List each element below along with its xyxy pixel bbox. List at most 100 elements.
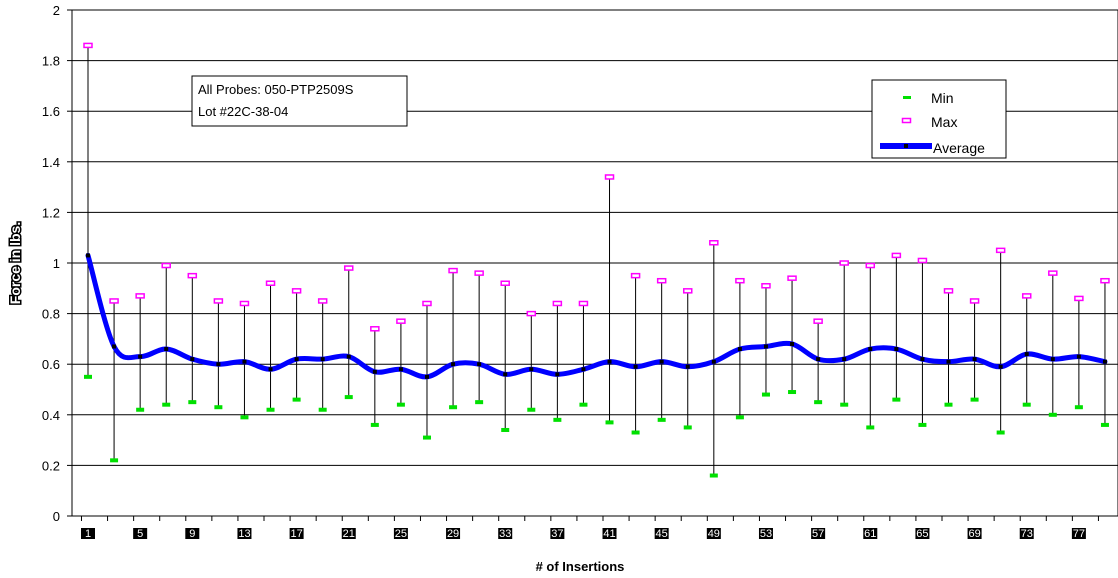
x-tick-label: 21 bbox=[343, 528, 355, 540]
legend: Min Max Average bbox=[871, 79, 1007, 159]
min-marker bbox=[761, 392, 770, 397]
min-marker bbox=[266, 407, 275, 412]
max-marker bbox=[396, 318, 406, 324]
x-axis-title: # of Insertions bbox=[536, 559, 625, 574]
x-tick-label: 45 bbox=[656, 528, 668, 540]
average-point bbox=[790, 341, 795, 346]
min-marker bbox=[735, 415, 744, 420]
min-marker bbox=[788, 390, 797, 395]
max-marker bbox=[787, 275, 797, 281]
y-tick-label: 0.6 bbox=[42, 357, 60, 372]
max-marker bbox=[709, 240, 719, 246]
x-tick-label-bg bbox=[393, 528, 408, 539]
average-point bbox=[164, 347, 169, 352]
average-point bbox=[372, 369, 377, 374]
x-tick-label: 69 bbox=[968, 528, 980, 540]
max-marker bbox=[448, 267, 458, 274]
max-marker bbox=[839, 260, 849, 266]
max-marker bbox=[109, 298, 119, 304]
max-marker bbox=[422, 300, 432, 307]
max-marker bbox=[891, 252, 902, 259]
max-marker bbox=[1021, 293, 1032, 299]
y-tick-label: 0.2 bbox=[42, 458, 60, 473]
y-tick-label: 1.4 bbox=[42, 155, 60, 170]
x-tick-label: 1 bbox=[85, 528, 91, 540]
min-marker bbox=[579, 402, 588, 407]
average-point bbox=[685, 364, 690, 369]
average-point bbox=[398, 367, 403, 372]
x-tick-label-bg bbox=[863, 528, 878, 539]
legend-min-label: Min bbox=[931, 90, 954, 106]
x-tick-label: 77 bbox=[1073, 528, 1085, 540]
max-marker bbox=[291, 288, 302, 294]
min-marker bbox=[344, 395, 353, 400]
x-tick-label-bg bbox=[654, 528, 669, 539]
max-marker bbox=[317, 298, 328, 304]
max-marker bbox=[735, 277, 745, 284]
average-point bbox=[294, 357, 299, 362]
min-marker bbox=[475, 400, 484, 405]
min-marker bbox=[214, 405, 223, 410]
max-marker bbox=[83, 42, 93, 49]
max-marker bbox=[604, 174, 615, 180]
x-tick-label: 9 bbox=[189, 528, 195, 540]
average-series bbox=[85, 252, 1108, 380]
x-tick-label-bg bbox=[446, 528, 461, 539]
min-marker bbox=[370, 422, 379, 427]
average-point bbox=[1024, 352, 1029, 357]
average-point bbox=[1076, 354, 1081, 359]
max-marker bbox=[917, 257, 928, 264]
min-marker bbox=[970, 397, 979, 402]
min-marker bbox=[605, 420, 614, 425]
average-point bbox=[320, 357, 325, 362]
average-line bbox=[85, 252, 1108, 380]
average-point bbox=[972, 357, 977, 362]
average-point bbox=[868, 347, 873, 352]
y-axis-title: Force in lbs. bbox=[7, 222, 23, 304]
average-point bbox=[268, 367, 273, 372]
x-tick-label-bg bbox=[706, 528, 721, 539]
y-tick-label: 2 bbox=[53, 3, 60, 18]
average-point bbox=[711, 359, 716, 364]
y-tick-label: 0.8 bbox=[42, 307, 60, 322]
max-marker bbox=[370, 326, 380, 332]
min-marker bbox=[188, 400, 197, 405]
min-marker bbox=[683, 425, 692, 430]
average-point bbox=[894, 347, 899, 352]
average-point bbox=[216, 362, 221, 367]
y-tick-label: 0.4 bbox=[42, 408, 60, 423]
x-tick-label: 17 bbox=[290, 528, 302, 540]
min-marker bbox=[944, 402, 953, 407]
x-tick-label-bg bbox=[602, 528, 617, 539]
max-marker bbox=[995, 247, 1006, 254]
max-marker bbox=[265, 280, 276, 286]
annotation-box: All Probes: 050-PTP2509S Lot #22C-38-04 bbox=[191, 75, 408, 127]
y-tick-label: 1 bbox=[53, 256, 60, 271]
x-tick-label-bg bbox=[811, 528, 826, 539]
min-marker bbox=[136, 407, 145, 412]
max-marker bbox=[500, 280, 510, 286]
x-tick-label-bg bbox=[289, 528, 304, 539]
average-point bbox=[424, 374, 429, 379]
average-point bbox=[242, 359, 247, 364]
x-tick-label: 33 bbox=[499, 528, 511, 540]
x-axis: 1 5 9 13 17 21 25 29 33 37 41 45 49 53 57 61 65 69 73 77 bbox=[80, 516, 1099, 540]
min-marker bbox=[553, 417, 562, 422]
x-tick-label: 5 bbox=[137, 528, 143, 540]
average-point bbox=[920, 357, 925, 362]
max-marker bbox=[865, 262, 876, 269]
min-marker bbox=[866, 425, 875, 430]
max-marker bbox=[1048, 270, 1058, 276]
x-tick-label-bg bbox=[81, 528, 95, 539]
x-tick-label: 57 bbox=[812, 528, 824, 540]
min-marker bbox=[84, 374, 92, 379]
max-marker bbox=[630, 272, 641, 279]
x-tick-label: 41 bbox=[603, 528, 615, 540]
x-tick-label: 37 bbox=[551, 528, 563, 540]
average-point bbox=[659, 359, 664, 364]
max-marker bbox=[161, 262, 171, 269]
average-point bbox=[633, 364, 638, 369]
min-marker bbox=[318, 407, 327, 412]
max-marker bbox=[213, 298, 224, 304]
